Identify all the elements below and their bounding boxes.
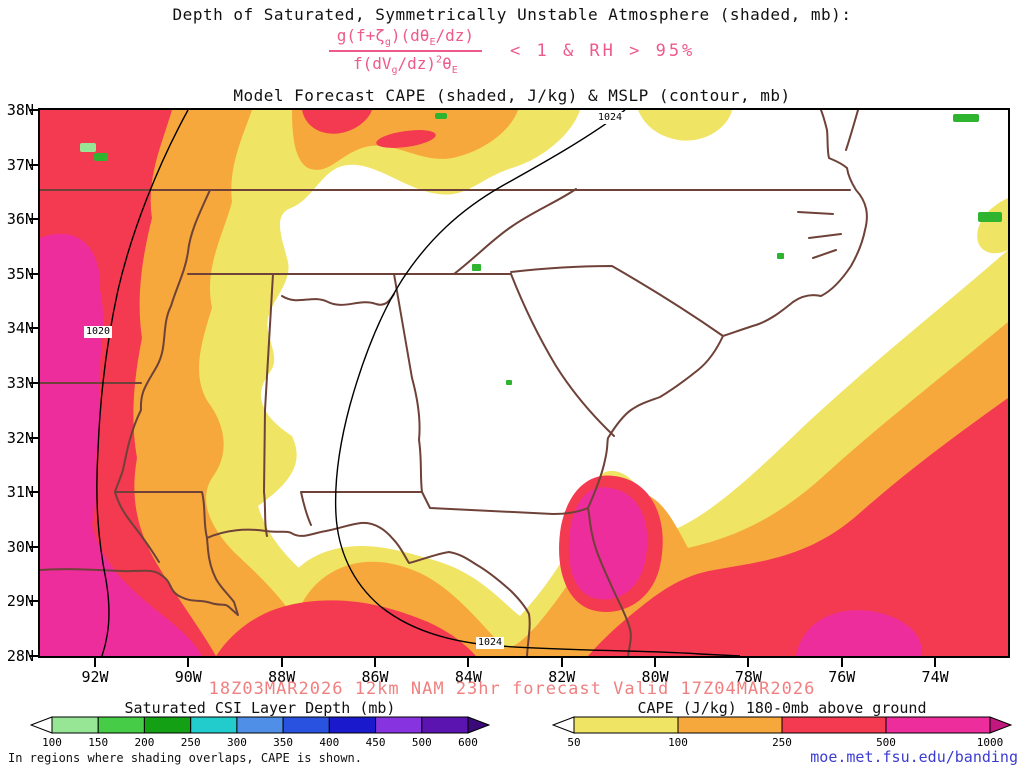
- lat-label: 35N: [6, 264, 34, 283]
- lon-tick: [654, 658, 657, 667]
- contour-label: 1020: [84, 326, 113, 338]
- csi-colorbar-wrap: 100 150 200 250 300 350 400 450 500 600: [30, 716, 490, 750]
- site-link[interactable]: moe.met.fsu.edu/banding: [810, 748, 1018, 766]
- formula-sub: g: [391, 65, 398, 77]
- lon-tick: [467, 658, 470, 667]
- lat-label: 32N: [6, 428, 34, 447]
- svg-text:250: 250: [772, 736, 792, 749]
- lon-label: 78W: [734, 668, 762, 686]
- svg-text:100: 100: [668, 736, 688, 749]
- formula-sup: 2: [436, 54, 443, 66]
- lat-tick: [29, 382, 38, 384]
- svg-text:150: 150: [88, 736, 108, 749]
- svg-text:600: 600: [458, 736, 478, 749]
- lat-label: 31N: [6, 483, 34, 502]
- lat-label: 34N: [6, 319, 34, 338]
- lat-label: 33N: [6, 374, 34, 392]
- lon-label: 80W: [641, 668, 669, 686]
- lon-tick: [840, 658, 843, 667]
- svg-text:250: 250: [181, 736, 201, 749]
- contour-label: 1024: [476, 637, 505, 649]
- cape-legend-title: CAPE (J/kg) 180-0mb above ground: [637, 699, 927, 717]
- svg-text:300: 300: [227, 736, 247, 749]
- lat-tick: [29, 109, 38, 111]
- svg-text:500: 500: [412, 736, 432, 749]
- lon-tick: [187, 658, 190, 667]
- lon-label: 82W: [548, 668, 576, 686]
- lon-label: 88W: [268, 668, 296, 686]
- lat-tick: [29, 491, 38, 494]
- svg-text:50: 50: [567, 736, 580, 749]
- lat-tick: [29, 272, 38, 275]
- csi-formula: g(f+ζg)(dθE/dz) f(dVg/dz)2θE < 1 & RH > …: [0, 26, 1024, 76]
- overlap-note: In regions where shading overlaps, CAPE …: [8, 751, 363, 765]
- lat-tick: [29, 545, 38, 548]
- svg-text:1000: 1000: [977, 736, 1004, 749]
- svg-text:450: 450: [366, 736, 386, 749]
- lat-label: 30N: [6, 537, 34, 556]
- formula-numerator: g(f+ζg)(dθE/dz): [328, 26, 482, 53]
- lat-tick: [29, 600, 38, 603]
- lon-label: 74W: [921, 668, 949, 686]
- lon-label: 76W: [828, 668, 856, 686]
- map-svg: [40, 110, 1008, 656]
- svg-text:350: 350: [273, 736, 293, 749]
- formula-fraction: g(f+ζg)(dθE/dz) f(dVg/dz)2θE: [328, 26, 482, 76]
- svg-text:400: 400: [319, 736, 339, 749]
- svg-text:500: 500: [876, 736, 896, 749]
- lon-label: 90W: [174, 668, 202, 686]
- formula-condition: < 1 & RH > 95%: [510, 41, 696, 62]
- csi-legend-title: Saturated CSI Layer Depth (mb): [124, 699, 396, 717]
- lon-tick: [94, 658, 96, 667]
- lon-label: 84W: [454, 668, 482, 686]
- lat-tick: [29, 218, 38, 221]
- svg-text:100: 100: [42, 736, 62, 749]
- lon-tick: [934, 658, 937, 667]
- lat-tick: [29, 436, 38, 439]
- lat-label: 36N: [6, 210, 34, 229]
- lon-tick: [560, 658, 563, 667]
- title-line1: Depth of Saturated, Symmetrically Unstab…: [172, 5, 852, 24]
- csi-shading-green: [80, 113, 1002, 385]
- lon-tick: [374, 658, 376, 667]
- lat-tick: [29, 327, 38, 330]
- lat-label: 29N: [6, 592, 34, 611]
- formula-text: /dz): [397, 54, 437, 74]
- csi-colorbar: 100 150 200 250 300 350 400 450 500 600: [30, 716, 490, 749]
- formula-text: /dz): [435, 26, 474, 45]
- lat-label: 37N: [6, 155, 34, 174]
- lat-tick: [29, 655, 38, 657]
- contour-label: 1024: [596, 112, 625, 124]
- formula-text: )(dθ: [390, 26, 430, 45]
- cape-colorbar: 50 100 250 500 1000: [552, 716, 1012, 749]
- valid-time-line: 18Z03MAR2026 12km NAM 23hr forecast Vali…: [208, 679, 816, 699]
- lat-label: 38N: [6, 101, 34, 119]
- lon-tick: [280, 658, 283, 667]
- svg-text:200: 200: [134, 736, 154, 749]
- formula-text: θ: [442, 54, 452, 74]
- state-borders: [40, 110, 868, 656]
- lat-tick: [29, 163, 38, 166]
- formula-sub: g: [384, 37, 391, 49]
- title-line2: Model Forecast CAPE (shaded, J/kg) & MSL…: [233, 86, 791, 105]
- lon-label: 92W: [81, 668, 109, 686]
- formula-sub: E: [429, 37, 436, 49]
- lat-label: 28N: [6, 647, 34, 665]
- formula-sub: E: [451, 65, 458, 77]
- formula-text: g(f+ζ: [336, 26, 385, 45]
- formula-text: f(dV: [352, 54, 392, 74]
- lon-tick: [747, 658, 750, 667]
- lon-label: 86W: [361, 668, 389, 686]
- map-frame: 1024 1020 1024 38N 37N 36N 35N 34N 33N 32N 31N 3…: [7, 101, 1010, 686]
- cape-colorbar-wrap: 50 100 250 500 1000: [552, 716, 1012, 750]
- formula-denominator: f(dVg/dz)2θE: [329, 52, 482, 76]
